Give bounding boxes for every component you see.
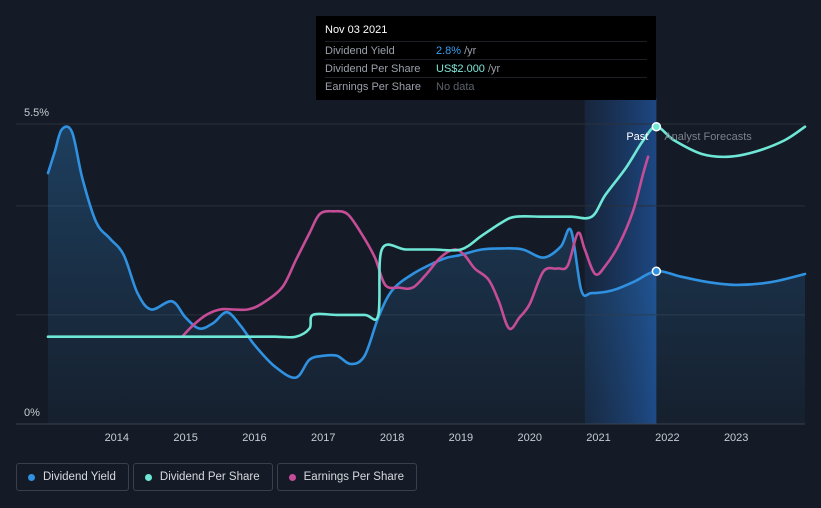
tooltip-value: 2.8% — [436, 44, 462, 57]
legend-dot-icon — [144, 473, 152, 481]
past-region-label: Past — [626, 131, 648, 143]
x-tick-label: 2019 — [449, 432, 473, 444]
legend-label: Earnings Per Share — [303, 471, 404, 483]
x-tick-label: 2020 — [517, 432, 541, 444]
legend-dot-icon — [28, 473, 35, 481]
earnings-per-share-line — [180, 155, 650, 338]
legend-dot-icon — [288, 473, 296, 481]
tooltip-label: Dividend Yield — [325, 44, 395, 57]
tooltip-date: Nov 03 2021 — [325, 24, 388, 36]
x-tick-label: 2014 — [105, 432, 129, 444]
y-tick-label: 0% — [24, 407, 40, 419]
tooltip-label: Dividend Per Share — [325, 62, 421, 75]
legend-dividend-yield[interactable]: Dividend Yield — [16, 463, 129, 491]
legend-label: Dividend Yield — [43, 471, 116, 483]
x-tick-label: 2018 — [380, 432, 404, 444]
tooltip: Nov 03 2021 Dividend Yield 2.8% /yr Divi… — [316, 16, 656, 100]
tooltip-row-earnings-per-share: Earnings Per Share No data — [325, 77, 647, 95]
dividend-yield-line — [46, 125, 807, 380]
tooltip-row-dividend-per-share: Dividend Per Share US$2.000 /yr — [325, 59, 647, 77]
legend: Dividend Yield Dividend Per Share Earnin… — [16, 463, 417, 491]
tooltip-unit: /yr — [464, 44, 477, 57]
legend-dividend-per-share[interactable]: Dividend Per Share — [132, 463, 273, 491]
x-tick-label: 2015 — [173, 432, 197, 444]
tooltip-row-dividend-yield: Dividend Yield 2.8% /yr — [325, 41, 647, 59]
dividend-per-share-marker[interactable] — [651, 121, 662, 132]
x-tick-label: 2017 — [311, 432, 335, 444]
tooltip-value: No data — [436, 80, 475, 93]
tooltip-label: Earnings Per Share — [325, 80, 421, 93]
dividend-per-share-line — [46, 125, 807, 339]
legend-earnings-per-share[interactable]: Earnings Per Share — [276, 463, 417, 491]
analyst-forecasts-label: Analyst Forecasts — [664, 131, 752, 143]
x-tick-label: 2022 — [655, 432, 679, 444]
y-tick-label: 5.5% — [24, 107, 49, 119]
x-tick-label: 2023 — [724, 432, 748, 444]
tooltip-unit: /yr — [487, 62, 501, 75]
dividend-yield-marker[interactable] — [651, 266, 662, 277]
tooltip-value: US$2.000 — [436, 62, 485, 75]
x-tick-label: 2016 — [242, 432, 266, 444]
legend-label: Dividend Per Share — [159, 471, 260, 483]
x-tick-label: 2021 — [586, 432, 610, 444]
